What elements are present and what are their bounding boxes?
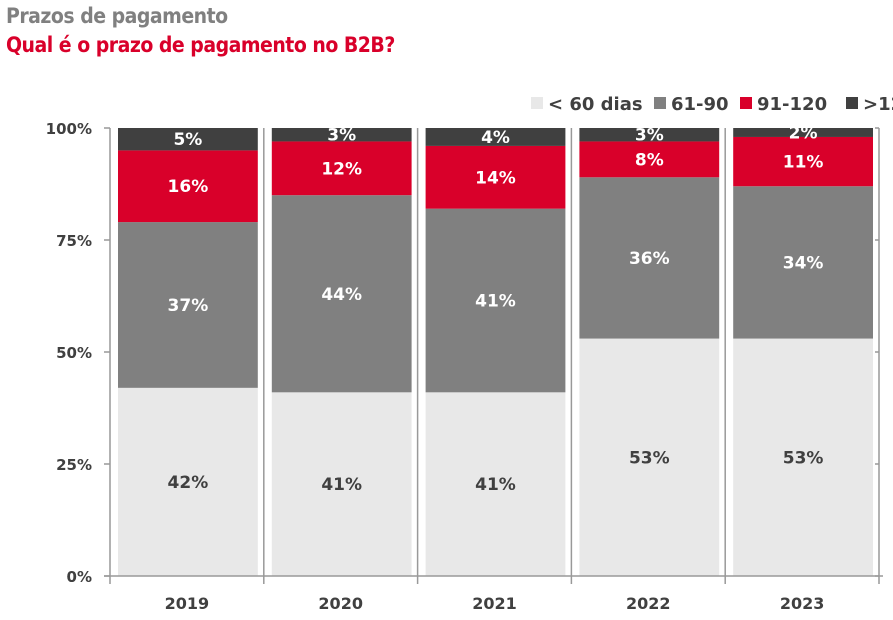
bar-segment: [425, 145, 566, 209]
data-label: 8%: [635, 150, 664, 170]
legend-item-3: 91-120: [740, 94, 827, 115]
bar-segment: [579, 338, 720, 576]
bar-segment: [425, 392, 566, 576]
data-label: 5%: [173, 130, 202, 150]
bar-segment: [271, 141, 412, 196]
data-label: 42%: [168, 473, 209, 493]
data-label: 41%: [321, 475, 362, 495]
chart-title: Prazos de pagamento: [6, 4, 228, 28]
axes-group: 2019 2020 2021 2022 2023 0% 25% 50% 75% 100%: [46, 120, 883, 613]
bar-segment: [579, 141, 720, 178]
x-tick-label: 2019: [165, 594, 210, 613]
legend: < 60 dias 61-90 91-120 >120: [531, 94, 893, 115]
legend-swatch: [654, 97, 666, 109]
chart-subtitle: Qual é o prazo de pagamento no B2B?: [6, 33, 395, 57]
legend-swatch: [846, 97, 858, 109]
legend-label: 91-120: [757, 94, 827, 115]
legend-label: 61-90: [671, 94, 729, 115]
x-tick-label: 2023: [780, 594, 825, 613]
x-tick-label: 2022: [626, 594, 671, 613]
bar-segment: [118, 128, 258, 151]
y-tick-label: 25%: [56, 456, 92, 474]
bar-segment: [271, 128, 412, 142]
bar-segment: [733, 128, 873, 137]
x-tick-label: 2021: [472, 594, 517, 613]
bar-segment: [425, 208, 566, 393]
data-label: 41%: [475, 291, 516, 311]
data-label: 3%: [635, 126, 664, 146]
bar-segment: [733, 186, 873, 339]
bar-segment: [271, 392, 412, 576]
y-tick-label: 75%: [56, 232, 92, 250]
x-tick-label: 2020: [318, 594, 363, 613]
bar-segment: [579, 128, 720, 142]
bar-segment: [118, 387, 258, 576]
data-labels-group: 42% 37% 16% 5% 41% 44% 12% 3% 41% 41% 14% 4% 53% 36% 8…: [168, 123, 824, 495]
data-label: 12%: [321, 159, 362, 179]
bar-segment: [425, 128, 566, 146]
legend-swatch: [740, 97, 752, 109]
legend-swatch: [531, 97, 543, 109]
legend-item-2: 61-90: [654, 94, 729, 115]
bar-segment: [579, 177, 720, 339]
data-label: 41%: [475, 475, 516, 495]
legend-item-4: >120: [846, 94, 893, 115]
bar-segment: [118, 222, 258, 388]
data-label: 34%: [783, 253, 824, 273]
data-label: 53%: [783, 448, 824, 468]
bar-segment: [733, 338, 873, 576]
data-label: 4%: [481, 128, 510, 148]
data-label: 14%: [475, 168, 516, 188]
bar-segment: [118, 150, 258, 223]
data-label: 16%: [168, 177, 209, 197]
bars-group: [118, 128, 873, 576]
data-label: 11%: [783, 153, 824, 173]
legend-label: < 60 dias: [548, 94, 643, 115]
legend-item-1: < 60 dias: [531, 94, 643, 115]
legend-label: >120: [863, 94, 893, 115]
data-label: 36%: [629, 249, 670, 269]
bar-segment: [271, 195, 412, 393]
y-tick-label: 100%: [46, 120, 92, 138]
data-label: 53%: [629, 448, 670, 468]
y-tick-label: 0%: [67, 568, 92, 586]
data-label: 44%: [321, 285, 362, 305]
bar-segment: [733, 136, 873, 187]
data-label: 3%: [327, 126, 356, 146]
y-tick-label: 50%: [56, 344, 92, 362]
data-label: 2%: [789, 123, 818, 143]
data-label: 37%: [168, 296, 209, 316]
